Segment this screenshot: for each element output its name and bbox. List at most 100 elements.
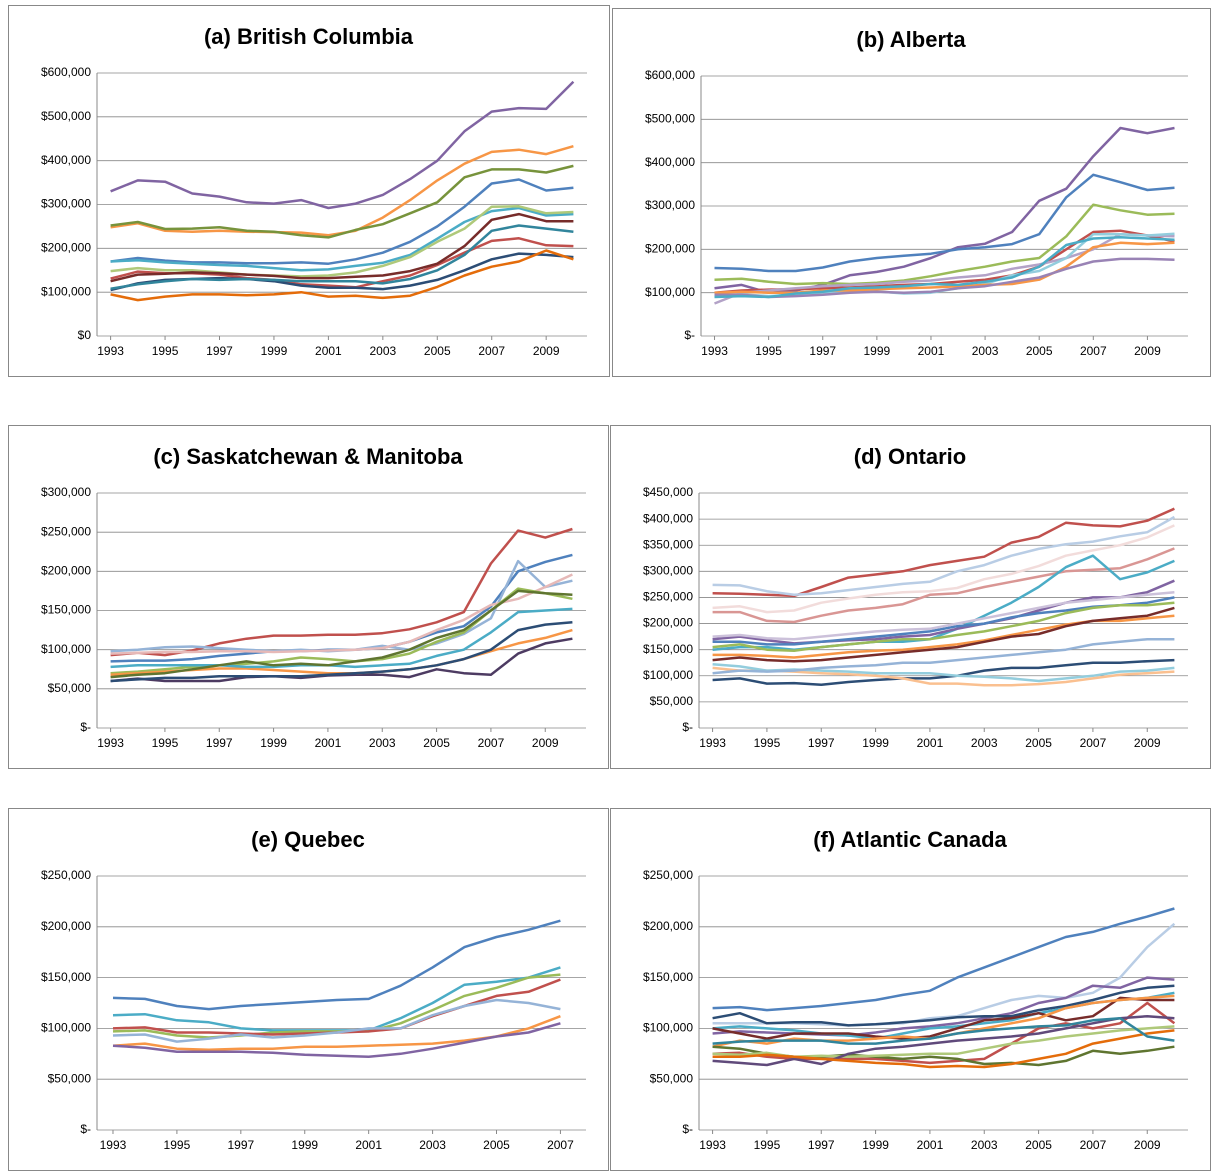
x-tick-label: 1997 bbox=[808, 1138, 835, 1152]
x-tick-label: 1993 bbox=[699, 1138, 726, 1152]
series-line bbox=[112, 998, 561, 1043]
y-tick-label: $- bbox=[682, 1122, 693, 1136]
y-tick-label: $250,000 bbox=[41, 524, 91, 538]
x-tick-label: 2003 bbox=[419, 1138, 446, 1152]
x-tick-label: 2009 bbox=[1134, 1138, 1161, 1152]
series-line bbox=[110, 164, 574, 239]
x-tick-label: 2003 bbox=[971, 736, 998, 750]
y-tick-label: $400,000 bbox=[645, 155, 695, 169]
panel-border bbox=[610, 808, 1211, 1171]
y-tick-label: $100,000 bbox=[645, 285, 695, 299]
x-tick-label: 2007 bbox=[547, 1138, 574, 1152]
x-tick-label: 1997 bbox=[206, 736, 233, 750]
y-tick-label: $600,000 bbox=[645, 68, 695, 82]
series-line bbox=[712, 547, 1175, 624]
series-line bbox=[110, 249, 574, 302]
series-line bbox=[712, 507, 1175, 598]
y-tick-label: $100,000 bbox=[41, 284, 91, 298]
x-tick-label: 1993 bbox=[97, 736, 124, 750]
x-tick-label: 2009 bbox=[533, 344, 560, 358]
panel-border bbox=[8, 425, 609, 769]
series-line bbox=[712, 1014, 1175, 1067]
y-tick-label: $- bbox=[80, 720, 91, 734]
series-line bbox=[110, 573, 573, 655]
x-tick-label: 2007 bbox=[1080, 1138, 1107, 1152]
x-tick-label: 1995 bbox=[152, 736, 179, 750]
x-tick-label: 1995 bbox=[755, 344, 782, 358]
x-tick-label: 2001 bbox=[315, 344, 342, 358]
series-line bbox=[712, 515, 1176, 597]
series-line bbox=[110, 559, 573, 653]
x-tick-label: 1995 bbox=[754, 736, 781, 750]
series-line bbox=[110, 224, 574, 290]
chart-title: (f) Atlantic Canada bbox=[813, 827, 1007, 852]
x-tick-label: 2005 bbox=[1025, 736, 1052, 750]
chart-title: (c) Saskatchewan & Manitoba bbox=[153, 444, 463, 469]
x-tick-label: 1999 bbox=[862, 1138, 889, 1152]
series-line bbox=[712, 663, 1175, 683]
y-tick-label: $100,000 bbox=[643, 668, 693, 682]
x-tick-label: 1999 bbox=[291, 1138, 318, 1152]
y-tick-label: $200,000 bbox=[643, 919, 693, 933]
x-tick-label: 1999 bbox=[261, 344, 288, 358]
x-tick-label: 2003 bbox=[369, 736, 396, 750]
y-tick-label: $450,000 bbox=[643, 485, 693, 499]
series-line bbox=[110, 621, 573, 683]
series-line bbox=[712, 996, 1175, 1040]
y-tick-label: $200,000 bbox=[41, 241, 91, 255]
y-tick-label: $300,000 bbox=[41, 485, 91, 499]
x-tick-label: 2007 bbox=[1080, 736, 1107, 750]
series-line bbox=[712, 606, 1175, 663]
y-tick-label: $400,000 bbox=[643, 511, 693, 525]
x-tick-label: 2005 bbox=[424, 344, 451, 358]
series-line bbox=[712, 637, 1175, 675]
x-tick-label: 1995 bbox=[152, 344, 179, 358]
y-tick-label: $150,000 bbox=[643, 642, 693, 656]
x-tick-label: 1993 bbox=[97, 344, 124, 358]
x-tick-label: 2007 bbox=[478, 736, 505, 750]
x-tick-label: 1993 bbox=[699, 736, 726, 750]
x-tick-label: 2001 bbox=[917, 1138, 944, 1152]
x-tick-label: 1997 bbox=[809, 344, 836, 358]
x-tick-label: 1993 bbox=[701, 344, 728, 358]
x-tick-label: 1999 bbox=[864, 344, 891, 358]
y-tick-label: $100,000 bbox=[643, 1021, 693, 1035]
y-tick-label: $150,000 bbox=[41, 970, 91, 984]
panel-border bbox=[610, 425, 1211, 769]
y-tick-label: $- bbox=[682, 720, 693, 734]
x-tick-label: 1997 bbox=[227, 1138, 254, 1152]
y-tick-label: $250,000 bbox=[41, 868, 91, 882]
series-line bbox=[712, 1029, 1175, 1069]
x-tick-label: 2005 bbox=[483, 1138, 510, 1152]
series-line bbox=[112, 1022, 561, 1059]
x-tick-label: 1997 bbox=[808, 736, 835, 750]
y-tick-label: $100,000 bbox=[41, 1021, 91, 1035]
series-line bbox=[714, 241, 1175, 294]
series-line bbox=[112, 919, 561, 1011]
series-line bbox=[110, 205, 574, 278]
series-line bbox=[712, 1001, 1176, 1065]
x-tick-label: 2001 bbox=[917, 736, 944, 750]
y-tick-label: $- bbox=[684, 328, 695, 342]
chart-title: (d) Ontario bbox=[854, 444, 966, 469]
y-tick-label: $100,000 bbox=[41, 642, 91, 656]
chart-title: (b) Alberta bbox=[856, 27, 966, 52]
y-tick-label: $300,000 bbox=[645, 198, 695, 212]
series-line bbox=[714, 235, 1175, 299]
series-line bbox=[110, 178, 574, 265]
x-tick-label: 2009 bbox=[532, 736, 559, 750]
series-line bbox=[712, 907, 1175, 1012]
y-tick-label: $200,000 bbox=[643, 616, 693, 630]
y-tick-label: $50,000 bbox=[48, 681, 92, 695]
series-line bbox=[712, 590, 1175, 641]
series-line bbox=[714, 203, 1175, 286]
y-tick-label: $50,000 bbox=[650, 694, 694, 708]
x-tick-label: 1995 bbox=[754, 1138, 781, 1152]
series-line bbox=[712, 984, 1175, 1027]
chart-title: (e) Quebec bbox=[251, 827, 365, 852]
y-tick-label: $50,000 bbox=[650, 1071, 694, 1085]
series-line bbox=[110, 212, 574, 283]
y-tick-label: $200,000 bbox=[41, 564, 91, 578]
x-tick-label: 1997 bbox=[206, 344, 233, 358]
series-line bbox=[110, 553, 573, 663]
